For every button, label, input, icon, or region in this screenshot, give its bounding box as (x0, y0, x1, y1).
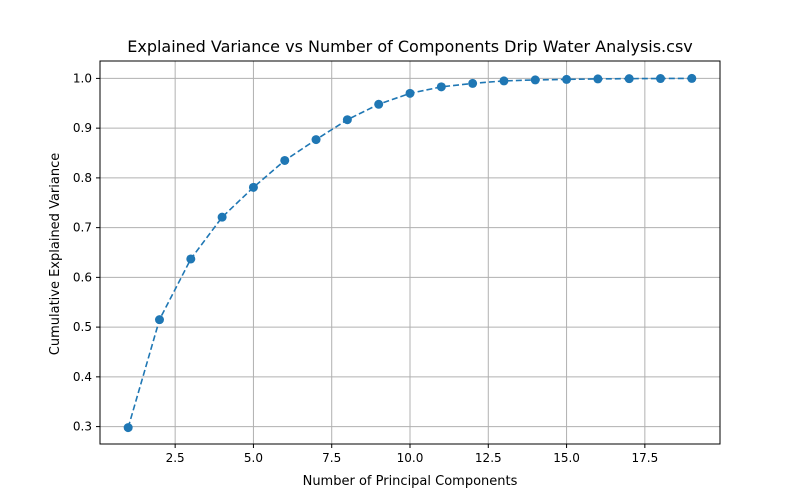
data-point (499, 76, 509, 86)
data-point (624, 74, 634, 84)
data-point (562, 74, 572, 84)
data-point (123, 423, 133, 433)
x-tick-label: 15.0 (553, 451, 580, 465)
data-point (342, 115, 352, 125)
data-point (154, 315, 164, 325)
data-point (530, 75, 540, 85)
y-tick-label: 0.9 (73, 121, 92, 135)
data-point (280, 155, 290, 165)
data-point (186, 254, 196, 264)
y-tick-label: 0.8 (73, 171, 92, 185)
x-tick-label: 10.0 (397, 451, 424, 465)
data-point (311, 135, 321, 145)
x-axis-label: Number of Principal Components (303, 474, 518, 489)
y-tick-label: 0.3 (73, 420, 92, 434)
grid (100, 61, 720, 444)
y-tick-label: 1.0 (73, 71, 92, 85)
x-tick-label: 12.5 (475, 451, 502, 465)
data-point (405, 88, 415, 98)
y-tick-label: 0.6 (73, 270, 92, 284)
y-tick-label: 0.5 (73, 320, 92, 334)
data-point (217, 212, 227, 222)
y-tick-label: 0.4 (73, 370, 92, 384)
data-point (656, 74, 666, 84)
x-tick-label: 5.0 (244, 451, 263, 465)
chart-title: Explained Variance vs Number of Componen… (127, 37, 693, 56)
axis-ticks: 2.5 5.0 7.5 10.0 12.5 15.0 17.5 0.3 0.4 0.5 0.6 0.7… (73, 71, 658, 465)
series-line (123, 73, 697, 433)
data-point (468, 78, 478, 88)
data-point (593, 74, 603, 84)
data-point (374, 99, 384, 109)
data-point (687, 73, 697, 83)
y-axis-label: Cumulative Explained Variance (48, 153, 63, 355)
x-tick-label: 17.5 (631, 451, 658, 465)
data-point (436, 82, 446, 92)
x-tick-label: 2.5 (166, 451, 185, 465)
x-tick-label: 7.5 (322, 451, 341, 465)
data-point (248, 182, 258, 192)
y-tick-label: 0.7 (73, 221, 92, 235)
